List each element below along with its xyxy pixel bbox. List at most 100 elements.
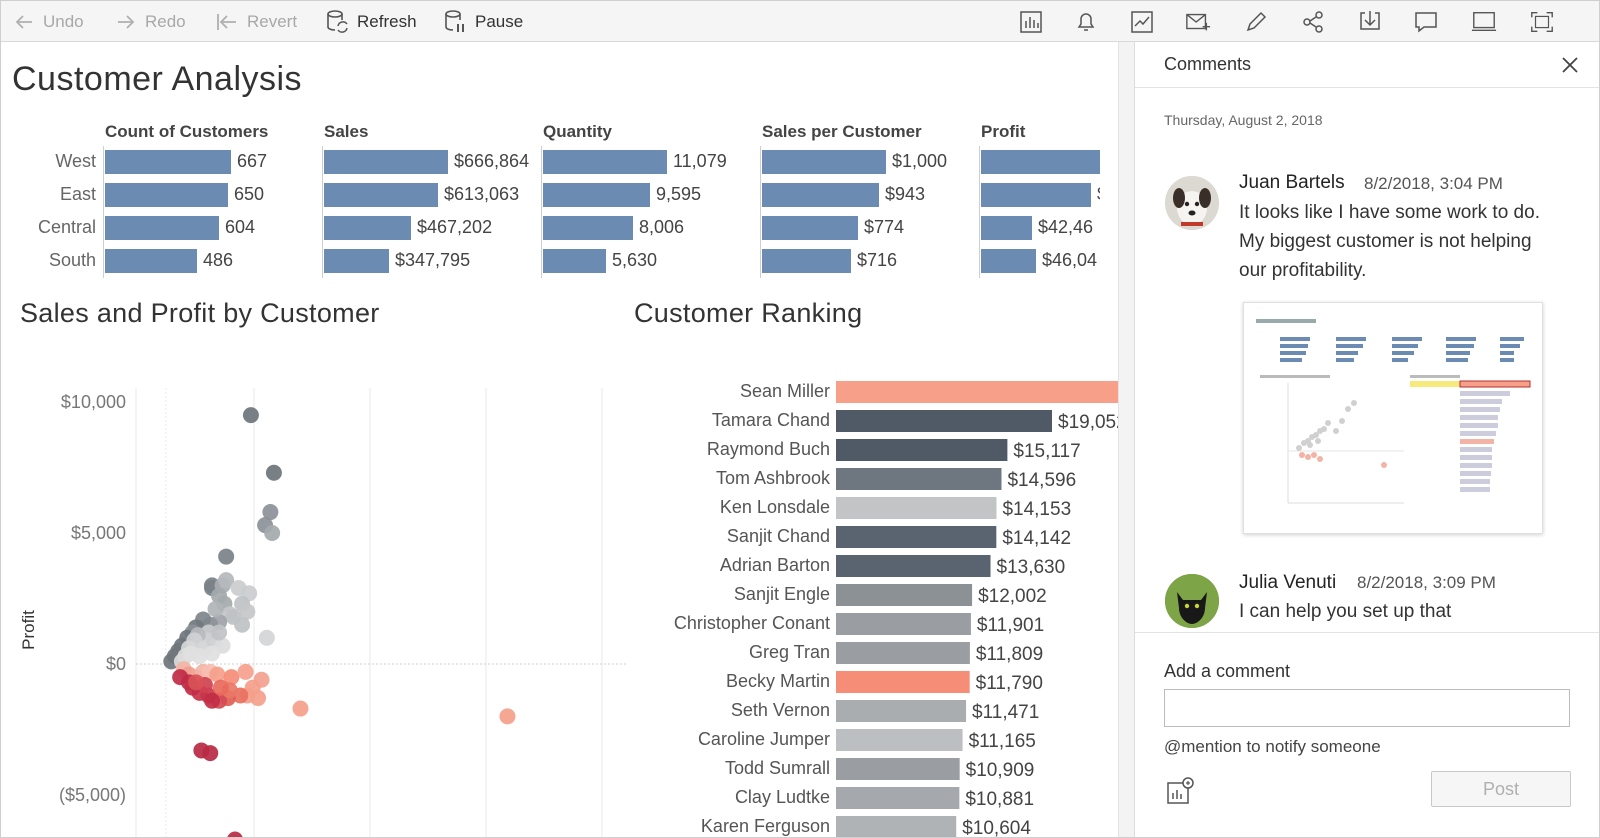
scatter-point[interactable] xyxy=(172,669,189,686)
comment-input[interactable] xyxy=(1164,689,1570,727)
summary-bar[interactable] xyxy=(981,183,1091,207)
view-data-icon[interactable] xyxy=(1018,9,1044,35)
scatter-point[interactable] xyxy=(227,831,243,838)
summary-bar[interactable] xyxy=(105,150,231,174)
share-icon[interactable] xyxy=(1300,9,1326,35)
scatter-point[interactable] xyxy=(188,674,205,691)
avatar-julia[interactable] xyxy=(1165,574,1219,628)
ranking-bar[interactable] xyxy=(836,613,971,635)
comments-icon[interactable] xyxy=(1413,9,1439,35)
ranking-bar[interactable] xyxy=(836,758,960,780)
ranking-bar[interactable] xyxy=(836,497,997,519)
dashboard-snapshot-thumbnail[interactable] xyxy=(1243,302,1543,534)
refresh-button[interactable]: Refresh xyxy=(325,1,417,43)
revert-button[interactable]: Revert xyxy=(215,1,297,43)
ranking-bar[interactable] xyxy=(836,787,960,809)
alert-icon[interactable] xyxy=(1073,9,1099,35)
metrics-icon[interactable] xyxy=(1129,9,1155,35)
scatter-point[interactable] xyxy=(209,666,226,683)
scatter-point[interactable] xyxy=(212,679,229,696)
summary-bar[interactable] xyxy=(981,216,1032,240)
scatter-point[interactable] xyxy=(265,464,282,481)
summary-bar[interactable] xyxy=(324,216,411,240)
summary-axis xyxy=(760,146,761,278)
comment-author: Juan Bartels xyxy=(1239,172,1345,193)
close-icon[interactable] xyxy=(1559,54,1581,76)
scatter-point[interactable] xyxy=(262,504,279,521)
scatter-point[interactable] xyxy=(211,624,228,641)
scatter-point[interactable] xyxy=(191,648,208,665)
scatter-point[interactable] xyxy=(218,548,235,565)
undo-button[interactable]: Undo xyxy=(13,1,84,43)
dashboard-scrollbar[interactable] xyxy=(1118,42,1134,838)
ranking-bar[interactable] xyxy=(836,468,1002,490)
summary-axis xyxy=(979,146,980,278)
scatter-plot[interactable]: $10,000 $5,000 $0 ($5,000) Profit xyxy=(0,338,640,838)
summary-bar[interactable] xyxy=(762,150,886,174)
scatter-point[interactable] xyxy=(499,708,516,725)
ranking-bar[interactable] xyxy=(836,671,970,693)
summary-bar[interactable] xyxy=(105,216,219,240)
scatter-point[interactable] xyxy=(250,690,266,707)
scatter-point[interactable] xyxy=(223,669,240,686)
summary-bar[interactable] xyxy=(762,249,851,273)
summary-bar[interactable] xyxy=(981,150,1111,174)
ranking-value-label: $11,471 xyxy=(972,702,1039,723)
undo-label: Undo xyxy=(43,12,84,31)
summary-bar[interactable] xyxy=(543,249,606,273)
present-icon[interactable] xyxy=(1471,9,1497,35)
pause-data-icon xyxy=(445,10,464,32)
ranking-bar[interactable] xyxy=(836,642,970,664)
scatter-point[interactable] xyxy=(258,629,275,646)
scatter-point[interactable] xyxy=(264,525,281,541)
scatter-point[interactable] xyxy=(204,692,220,709)
ranking-bar[interactable] xyxy=(836,410,1052,432)
summary-value: $613,063 xyxy=(444,184,520,204)
ranking-bar[interactable] xyxy=(836,526,997,548)
pause-button[interactable]: Pause xyxy=(443,1,523,43)
summary-value: $943 xyxy=(885,184,926,204)
summary-bar[interactable] xyxy=(981,249,1036,273)
summary-bar[interactable] xyxy=(543,150,667,174)
avatar-juan[interactable] xyxy=(1165,176,1219,230)
download-icon[interactable] xyxy=(1357,9,1383,35)
ranking-bar[interactable] xyxy=(836,700,967,722)
post-button[interactable]: Post xyxy=(1431,771,1571,807)
subscribe-icon[interactable] xyxy=(1185,9,1211,35)
ranking-bar-chart[interactable]: $19,052 $15,117 $14,596 $14,153 $14,142 $13,6… xyxy=(836,338,1118,838)
scatter-point[interactable] xyxy=(204,645,220,662)
scatter-point[interactable] xyxy=(193,742,210,759)
ranking-bar[interactable] xyxy=(836,816,957,838)
ranking-bar[interactable] xyxy=(836,381,1118,403)
ranking-bar[interactable] xyxy=(836,584,973,606)
comments-panel: Comments Thursday, August 2, 2018 Juan B… xyxy=(1134,42,1600,838)
scatter-point[interactable] xyxy=(207,600,224,617)
scatter-point[interactable] xyxy=(239,603,256,620)
summary-bar[interactable] xyxy=(762,183,879,207)
summary-bar[interactable] xyxy=(324,249,389,273)
summary-bar[interactable] xyxy=(324,183,438,207)
scatter-point[interactable] xyxy=(242,407,259,424)
mention-hint: @mention to notify someone xyxy=(1164,737,1381,756)
ranking-bar[interactable] xyxy=(836,555,991,577)
scatter-point[interactable] xyxy=(218,572,235,589)
ranking-bar[interactable] xyxy=(836,729,963,751)
scatter-point[interactable] xyxy=(237,663,254,680)
summary-bar[interactable] xyxy=(105,249,197,273)
summary-bar[interactable] xyxy=(762,216,858,240)
add-snapshot-icon[interactable] xyxy=(1164,775,1196,807)
comment-line: My biggest customer is not helping xyxy=(1239,231,1532,252)
fullscreen-icon[interactable] xyxy=(1529,9,1555,35)
ranking-value-label: $10,909 xyxy=(966,760,1035,781)
dog-avatar-icon xyxy=(1165,176,1219,230)
summary-bar[interactable] xyxy=(543,183,650,207)
scatter-point[interactable] xyxy=(292,700,309,717)
edit-icon[interactable] xyxy=(1243,9,1269,35)
summary-bar[interactable] xyxy=(543,216,633,240)
summary-bar[interactable] xyxy=(105,183,228,207)
redo-button[interactable]: Redo xyxy=(115,1,186,43)
comments-date: Thursday, August 2, 2018 xyxy=(1164,112,1323,128)
summary-bar[interactable] xyxy=(324,150,448,174)
scatter-point[interactable] xyxy=(225,608,242,625)
ranking-bar[interactable] xyxy=(836,439,1008,461)
